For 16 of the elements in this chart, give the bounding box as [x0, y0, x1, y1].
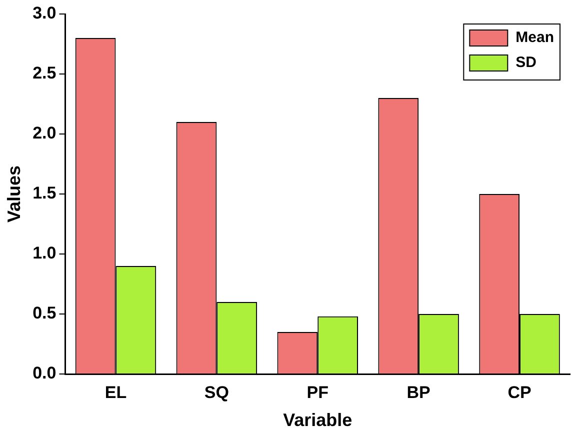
y-tick-label: 2.0 — [32, 124, 56, 143]
legend-label: Mean — [516, 29, 554, 46]
y-tick-label: 1.5 — [32, 184, 56, 203]
x-tick-label: SQ — [204, 382, 229, 402]
y-tick-label: 1.0 — [32, 244, 56, 263]
y-tick-label: 0.5 — [32, 304, 56, 323]
x-tick-label: PF — [306, 382, 328, 402]
y-tick-label: 0.0 — [32, 364, 56, 383]
x-tick-label: BP — [406, 382, 430, 402]
x-tick-label: CP — [508, 382, 532, 402]
legend-label: SD — [516, 54, 537, 72]
x-axis-title: Variable — [283, 410, 352, 430]
y-axis-title: Values — [4, 165, 24, 223]
x-tick-label: EL — [104, 382, 127, 402]
y-tick-label: 2.5 — [32, 64, 56, 83]
y-tick-label: 3.0 — [32, 4, 56, 23]
